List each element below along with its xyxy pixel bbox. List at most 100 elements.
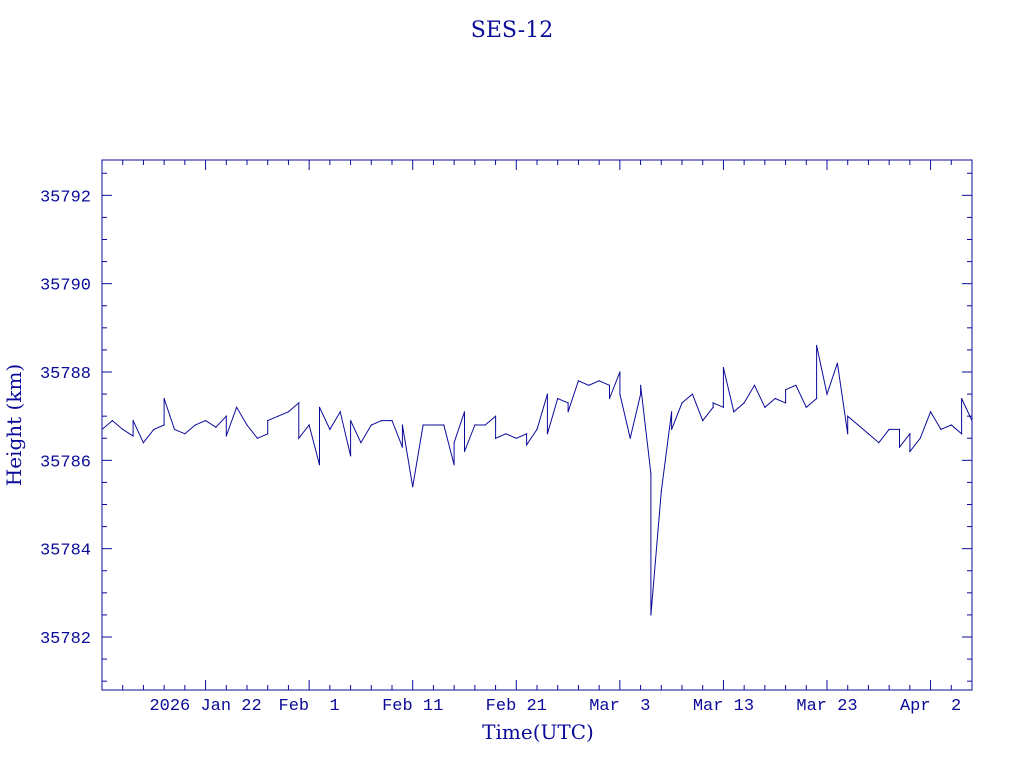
data-point bbox=[318, 464, 321, 466]
x-tick-label: Feb 21 bbox=[486, 697, 547, 716]
data-point bbox=[443, 424, 445, 426]
data-point bbox=[308, 424, 310, 426]
data-point bbox=[619, 393, 621, 395]
x-tick-label: 2026 Jan 22 bbox=[149, 697, 261, 716]
data-point bbox=[640, 393, 642, 395]
data-point bbox=[350, 420, 352, 422]
data-point bbox=[961, 397, 963, 400]
data-point bbox=[132, 435, 134, 437]
data-point bbox=[205, 420, 207, 422]
data-point bbox=[194, 424, 196, 426]
data-point bbox=[961, 433, 963, 435]
data-point bbox=[422, 424, 424, 426]
y-tick-label: 35784 bbox=[40, 542, 91, 561]
data-point bbox=[567, 402, 569, 404]
data-point bbox=[339, 411, 341, 413]
data-point bbox=[360, 442, 362, 444]
y-tick-label: 35786 bbox=[40, 453, 91, 472]
data-point bbox=[132, 420, 134, 422]
data-point bbox=[546, 393, 549, 395]
data-point bbox=[598, 380, 600, 382]
data-point bbox=[225, 435, 227, 437]
data-point bbox=[557, 397, 559, 400]
data-point bbox=[753, 384, 756, 386]
data-point bbox=[619, 371, 621, 373]
data-point bbox=[463, 411, 466, 413]
data-point bbox=[474, 424, 476, 426]
data-point bbox=[785, 402, 787, 404]
data-point bbox=[888, 428, 890, 430]
data-point bbox=[971, 420, 972, 422]
data-point bbox=[940, 428, 942, 430]
x-tick-label: Apr 2 bbox=[900, 697, 961, 716]
data-point bbox=[381, 420, 383, 422]
data-point bbox=[816, 397, 818, 400]
data-point bbox=[432, 424, 434, 426]
x-tick-label: Mar 3 bbox=[589, 697, 650, 716]
x-tick-label: Feb 11 bbox=[382, 697, 443, 716]
data-point bbox=[712, 402, 714, 404]
data-point bbox=[671, 428, 673, 430]
data-point bbox=[401, 424, 403, 426]
data-point bbox=[163, 397, 165, 400]
data-point bbox=[588, 384, 590, 386]
data-point bbox=[453, 464, 455, 466]
data-point bbox=[370, 424, 372, 426]
data-point bbox=[847, 433, 849, 435]
data-point bbox=[526, 433, 528, 435]
data-point bbox=[287, 411, 289, 413]
data-point bbox=[515, 437, 517, 439]
data-point bbox=[795, 384, 797, 386]
data-point bbox=[546, 433, 549, 435]
data-point bbox=[785, 389, 787, 391]
data-point bbox=[484, 424, 486, 426]
y-tick-label: 35782 bbox=[40, 630, 91, 649]
data-point bbox=[650, 473, 652, 475]
data-point bbox=[608, 384, 611, 386]
data-point bbox=[173, 428, 176, 430]
data-point bbox=[298, 402, 300, 404]
data-point bbox=[826, 393, 828, 395]
data-point bbox=[142, 442, 144, 444]
data-point bbox=[495, 415, 497, 417]
data-point bbox=[878, 442, 880, 444]
data-point bbox=[712, 406, 714, 408]
data-point bbox=[909, 433, 911, 435]
data-point bbox=[163, 424, 165, 426]
data-point bbox=[453, 442, 455, 444]
data-point bbox=[526, 444, 528, 446]
data-point bbox=[774, 397, 776, 400]
data-point bbox=[329, 428, 331, 430]
data-point bbox=[391, 420, 393, 422]
data-point bbox=[267, 420, 269, 422]
data-point bbox=[805, 406, 807, 408]
data-point bbox=[722, 406, 725, 408]
data-point bbox=[857, 424, 859, 426]
data-point bbox=[702, 420, 704, 422]
data-point bbox=[836, 362, 839, 364]
data-point bbox=[608, 397, 611, 400]
data-point bbox=[505, 433, 507, 435]
data-point bbox=[816, 344, 818, 347]
plot-area bbox=[102, 344, 972, 616]
series-line bbox=[102, 345, 972, 615]
data-point bbox=[743, 402, 745, 404]
data-point bbox=[629, 437, 631, 439]
data-point bbox=[401, 446, 403, 448]
data-point bbox=[102, 428, 103, 430]
data-point bbox=[867, 433, 870, 435]
data-point bbox=[671, 411, 673, 413]
y-axis-label: Height (km) bbox=[2, 364, 26, 486]
data-point bbox=[950, 424, 952, 426]
plot-border bbox=[101, 159, 973, 691]
data-point bbox=[277, 415, 279, 417]
data-point bbox=[536, 428, 538, 430]
data-point bbox=[350, 455, 352, 457]
data-point bbox=[909, 450, 911, 453]
data-point bbox=[733, 411, 735, 413]
data-point bbox=[650, 614, 652, 616]
data-point bbox=[898, 428, 901, 430]
data-point bbox=[246, 424, 248, 426]
data-point bbox=[184, 433, 186, 435]
